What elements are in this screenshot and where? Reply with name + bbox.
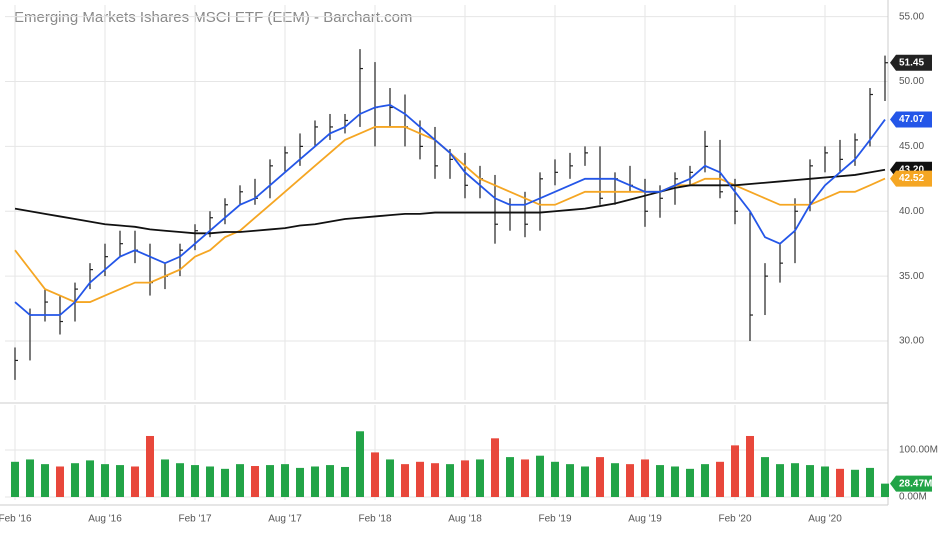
- volume-bar: [656, 465, 664, 497]
- y2-tick-label: 100.00M: [899, 445, 938, 456]
- volume-bar: [866, 467, 874, 497]
- volume-flag: 28.47M: [899, 478, 932, 489]
- moving-average-line: [14, 103, 886, 316]
- volume-bar: [701, 464, 709, 497]
- volume-bar: [146, 435, 154, 497]
- volume-bar: [131, 466, 139, 497]
- volume-bar: [716, 461, 724, 497]
- volume-bar: [161, 459, 169, 497]
- volume-bar: [476, 459, 484, 497]
- volume-bar: [536, 455, 544, 497]
- volume-bar: [176, 463, 184, 497]
- volume-bar: [206, 466, 214, 497]
- volume-bar: [851, 469, 859, 497]
- volume-bar: [446, 464, 454, 497]
- moving-average-line: [14, 168, 886, 235]
- volume-bar: [86, 460, 94, 497]
- volume-bar: [221, 468, 229, 497]
- volume-bar: [566, 464, 574, 497]
- volume-bar: [776, 464, 784, 497]
- y-tick-label: 30.00: [899, 336, 924, 347]
- volume-bar: [311, 466, 319, 497]
- volume-bar: [386, 459, 394, 497]
- volume-bar: [101, 464, 109, 497]
- volume-flag-bg: [890, 475, 932, 492]
- y-tick-label: 55.00: [899, 11, 924, 22]
- ma-flag: 42.52: [899, 173, 924, 184]
- y-tick-label: 50.00: [899, 76, 924, 87]
- ma-flag-bg: [890, 111, 932, 128]
- last-price-flag: 51.45: [899, 57, 924, 68]
- volume-bar: [251, 466, 259, 497]
- x-tick-label: Aug '17: [268, 514, 302, 525]
- volume-bar: [491, 438, 499, 497]
- volume-bar: [761, 457, 769, 497]
- volume-bar: [461, 460, 469, 497]
- volume-bar: [431, 463, 439, 497]
- volume-bar: [686, 468, 694, 497]
- volume-bar: [671, 466, 679, 497]
- ma-flag: 43.20: [899, 164, 924, 175]
- volume-bar: [791, 463, 799, 497]
- volume-bar: [821, 466, 829, 497]
- x-tick-label: Feb '19: [538, 514, 571, 525]
- volume-bar: [326, 465, 334, 497]
- volume-bar: [26, 459, 34, 497]
- volume-bar: [551, 461, 559, 497]
- volume-bar: [116, 465, 124, 497]
- volume-bar: [341, 466, 349, 497]
- y-tick-label: 40.00: [899, 206, 924, 217]
- volume-bar: [806, 465, 814, 497]
- volume-bar: [11, 461, 19, 497]
- x-tick-label: Aug '18: [448, 514, 482, 525]
- volume-bar: [731, 445, 739, 497]
- x-tick-label: Aug '16: [88, 514, 122, 525]
- volume-bar: [371, 452, 379, 497]
- x-tick-label: Feb '18: [358, 514, 391, 525]
- volume-bar: [611, 463, 619, 497]
- x-tick-label: Feb '16: [0, 514, 32, 525]
- chart-title: Emerging Markets Ishares MSCI ETF (EEM) …: [14, 9, 412, 26]
- volume-bar: [881, 483, 889, 497]
- volume-bar: [596, 457, 604, 497]
- volume-bar: [746, 435, 754, 497]
- ma-flag: 47.07: [899, 114, 924, 125]
- x-tick-label: Feb '17: [178, 514, 211, 525]
- volume-bar: [356, 431, 364, 497]
- x-tick-label: Feb '20: [718, 514, 751, 525]
- volume-bar: [641, 459, 649, 497]
- volume-bar: [236, 464, 244, 497]
- y2-tick-label: 0.00M: [899, 492, 927, 503]
- volume-bar: [56, 466, 64, 497]
- volume-bar: [581, 466, 589, 497]
- y-tick-label: 45.00: [899, 141, 924, 152]
- volume-bar: [71, 463, 79, 497]
- x-tick-label: Aug '20: [808, 514, 842, 525]
- volume-bar: [281, 464, 289, 497]
- volume-bar: [836, 468, 844, 497]
- volume-bar: [41, 464, 49, 497]
- volume-bar: [401, 464, 409, 497]
- volume-bar: [626, 464, 634, 497]
- volume-bar: [191, 465, 199, 497]
- last-price-flag-bg: [890, 54, 932, 71]
- x-tick-label: Aug '19: [628, 514, 662, 525]
- ma-flag-bg: [890, 170, 932, 187]
- volume-bar: [416, 461, 424, 497]
- volume-bar: [506, 457, 514, 497]
- volume-bar: [521, 459, 529, 497]
- y-tick-label: 35.00: [899, 271, 924, 282]
- volume-bar: [296, 467, 304, 497]
- volume-bar: [266, 465, 274, 497]
